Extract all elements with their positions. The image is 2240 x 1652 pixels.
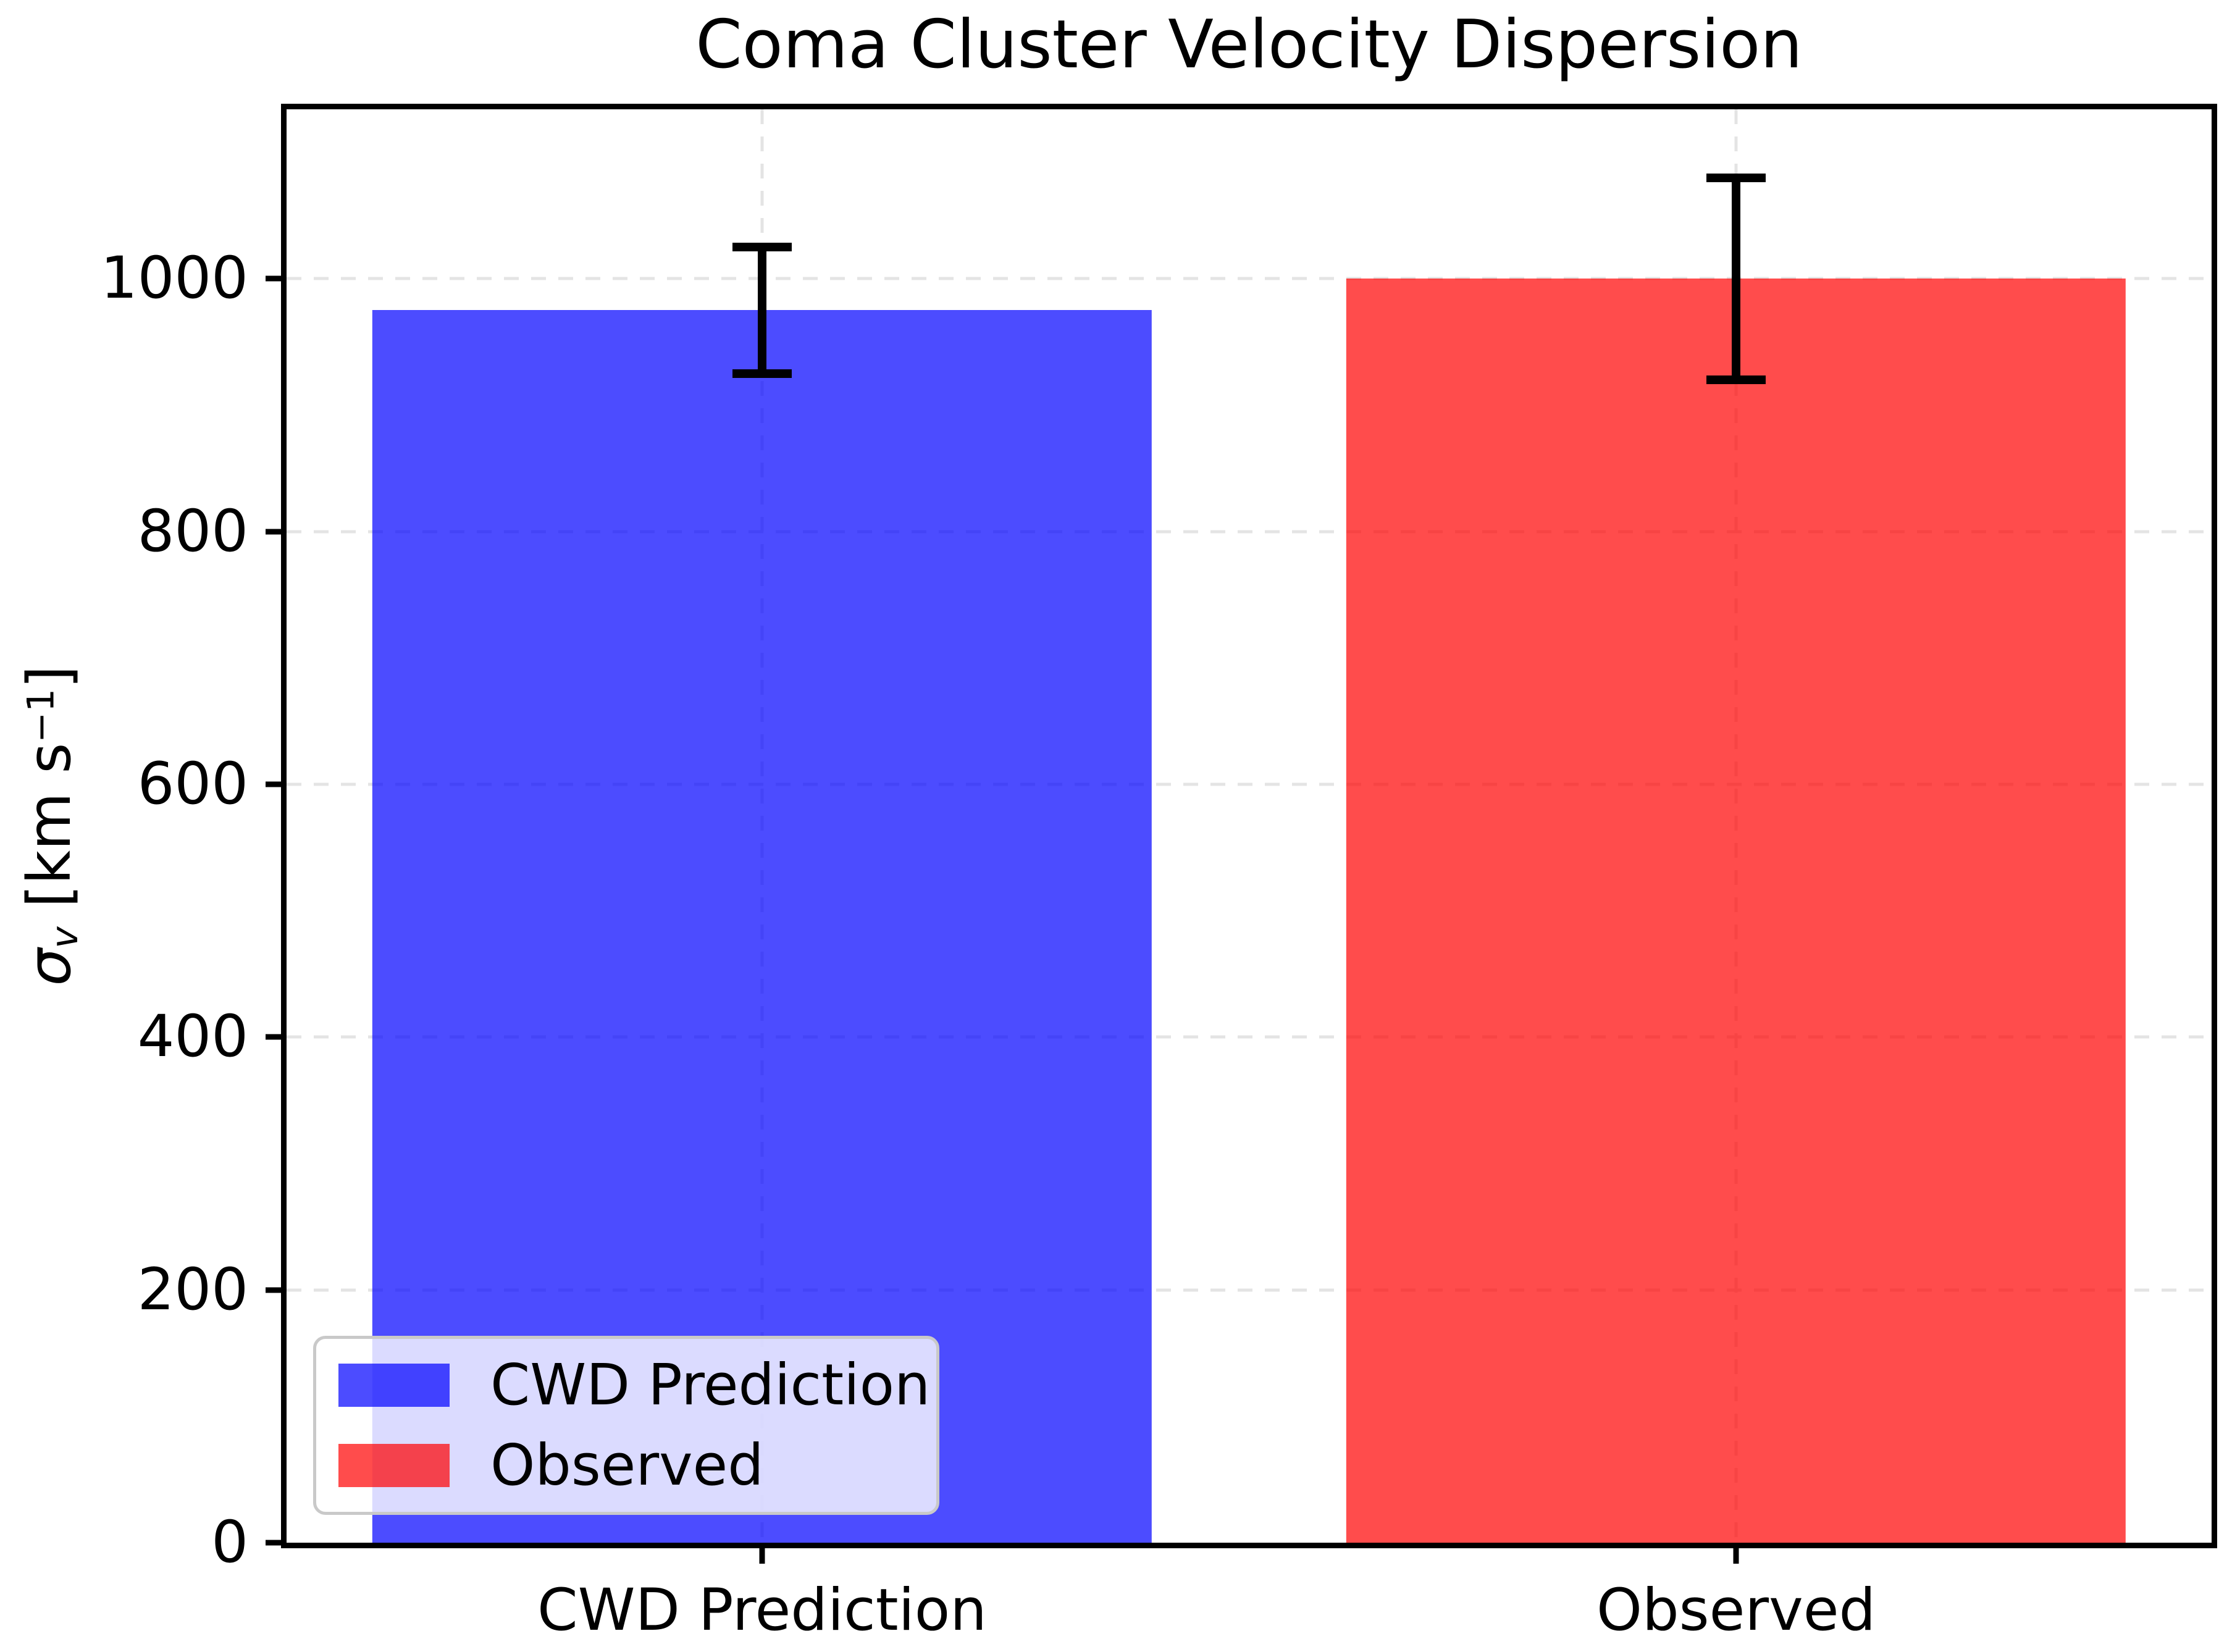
y-tick-label: 1000 bbox=[100, 245, 248, 312]
y-tick bbox=[266, 529, 287, 535]
y-axis-label-sigma: σ bbox=[14, 948, 84, 986]
x-tick bbox=[759, 1543, 765, 1564]
legend-swatch-cwd-prediction bbox=[338, 1364, 450, 1407]
gridline-h bbox=[287, 530, 2212, 534]
y-tick-label: 800 bbox=[137, 497, 248, 565]
legend-label: CWD Prediction bbox=[490, 1352, 931, 1418]
x-tick-label: Observed bbox=[1596, 1577, 1876, 1644]
plot-area: 0 200 400 600 800 1000 CWD Prediction Observed … bbox=[101, 104, 2217, 1644]
y-tick-label: 200 bbox=[137, 1256, 248, 1323]
legend-label: Observed bbox=[490, 1432, 764, 1498]
error-bar bbox=[1706, 109, 1766, 1543]
y-tick-label: 400 bbox=[137, 1003, 248, 1071]
chart-title: Coma Cluster Velocity Dispersion bbox=[695, 6, 1803, 83]
y-tick bbox=[266, 781, 287, 787]
y-tick bbox=[266, 1287, 287, 1293]
error-bar-line bbox=[757, 247, 766, 374]
y-axis-label-close: ] bbox=[14, 665, 84, 689]
y-axis-label-sub: v bbox=[44, 926, 87, 949]
error-bar bbox=[732, 109, 792, 1543]
y-tick bbox=[266, 1034, 287, 1040]
error-bar-line bbox=[1732, 177, 1741, 380]
gridline-h bbox=[287, 277, 2212, 280]
legend-swatch-observed bbox=[338, 1444, 450, 1487]
y-tick bbox=[266, 1540, 287, 1546]
y-axis-label: σv [km s−1] bbox=[15, 666, 86, 986]
error-bar-cap-top bbox=[732, 243, 792, 252]
y-tick-label: 600 bbox=[137, 750, 248, 818]
y-tick-label: 0 bbox=[211, 1509, 248, 1576]
x-tick-label: CWD Prediction bbox=[537, 1577, 987, 1644]
y-tick bbox=[266, 275, 287, 282]
legend-item: CWD Prediction bbox=[338, 1357, 930, 1414]
y-axis-label-unit: [km s bbox=[14, 742, 84, 927]
legend-item: Observed bbox=[338, 1437, 918, 1494]
error-bar-cap-top bbox=[1706, 173, 1766, 182]
gridline-h bbox=[287, 782, 2212, 786]
y-axis-label-exp: −1 bbox=[20, 689, 63, 743]
legend: CWD Prediction Observed bbox=[313, 1336, 939, 1515]
bar-observed bbox=[1346, 279, 2126, 1543]
error-bar-cap-bottom bbox=[1706, 375, 1766, 385]
error-bar-cap-bottom bbox=[732, 369, 792, 378]
gridline-h bbox=[287, 1288, 2212, 1292]
gridline-h bbox=[287, 1035, 2212, 1039]
x-tick bbox=[1733, 1543, 1739, 1564]
